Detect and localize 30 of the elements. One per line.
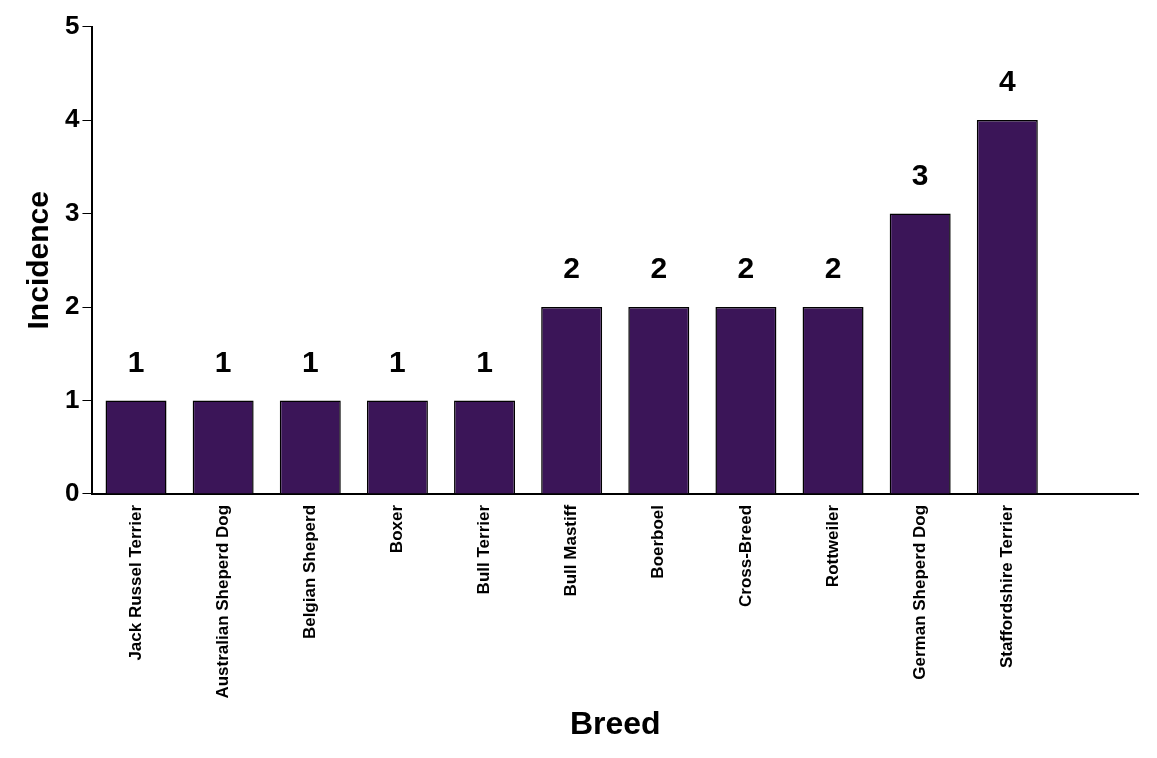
x-tick-label: Boerboel: [648, 504, 668, 579]
y-tick-label: 5: [64, 9, 80, 40]
x-tick-label: German Sheperd Dog: [909, 504, 929, 680]
data-label: 4: [998, 64, 1016, 98]
x-tick-label: Rottweiler: [822, 504, 842, 588]
y-tick-label: 0: [64, 477, 80, 508]
x-tick-label: Belgian Sheperd: [299, 504, 319, 640]
y-tick-label: 3: [64, 196, 80, 227]
x-tick-label: Bull Terrier: [474, 504, 494, 595]
data-label: 1: [389, 344, 406, 378]
data-label: 2: [563, 251, 581, 285]
data-label: 1: [301, 344, 319, 378]
x-tick-label: Cross-Breed: [735, 504, 755, 608]
y-tick-label: 2: [64, 290, 80, 321]
x-tick-label: Boxer: [387, 504, 407, 554]
data-label: 2: [737, 251, 755, 285]
data-label: 3: [911, 157, 929, 191]
data-label: 2: [824, 251, 842, 285]
y-axis-title: Incidence: [21, 191, 55, 330]
x-tick-label: Australian Sheperd Dog: [212, 504, 232, 699]
data-label: 2: [650, 251, 668, 285]
y-tick-label: 1: [64, 383, 80, 414]
x-axis-title: Breed: [569, 704, 661, 741]
data-label: 1: [214, 344, 232, 378]
x-tick-label: Staffordshire Terrier: [996, 504, 1016, 669]
x-tick-label: Bull Mastiff: [561, 504, 581, 597]
data-label: 1: [476, 344, 493, 378]
y-tick-label: 4: [64, 103, 80, 134]
data-label: 1: [127, 344, 145, 378]
x-tick-label: Jack Russel Terrier: [125, 504, 145, 661]
